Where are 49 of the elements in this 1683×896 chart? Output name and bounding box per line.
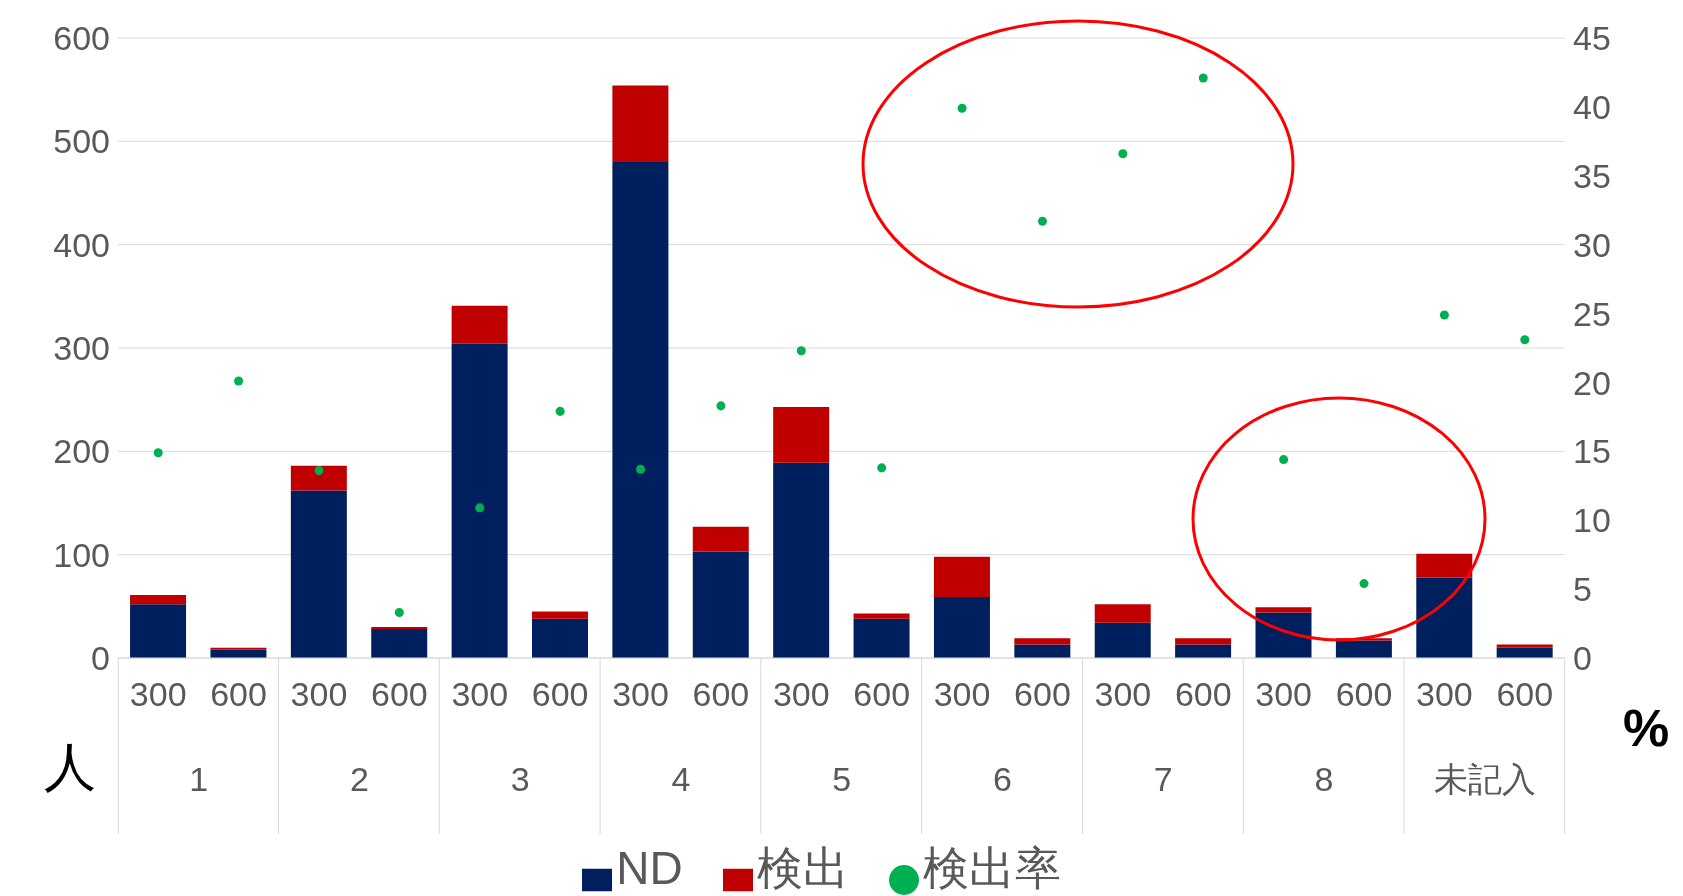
text: 1 bbox=[189, 760, 209, 798]
text: 6 bbox=[993, 760, 1012, 798]
y2-tick-label: 40 bbox=[1573, 87, 1611, 126]
y-axis-title: 人 bbox=[44, 737, 96, 798]
y-tick-label: 200 bbox=[53, 432, 110, 471]
x-tick-label: 300 bbox=[1255, 675, 1313, 713]
x-tick-label: 600 bbox=[692, 675, 750, 713]
y-tick-label: 400 bbox=[53, 225, 110, 264]
x-tick-label: 600 bbox=[1335, 675, 1393, 713]
y2-tick-label: 30 bbox=[1573, 225, 1611, 264]
x-tick-label: 600 bbox=[1174, 675, 1232, 713]
text: 5 bbox=[832, 760, 852, 798]
text: 7 bbox=[1153, 760, 1173, 798]
x-tick-label: 300 bbox=[1094, 675, 1152, 713]
text: 3 bbox=[510, 760, 530, 798]
legend-label: 検出 bbox=[756, 842, 849, 894]
y-tick-label: 600 bbox=[53, 19, 110, 58]
x-tick-label: 300 bbox=[129, 675, 187, 713]
y2-tick-label: 10 bbox=[1573, 501, 1611, 540]
legend-label: ND bbox=[616, 842, 683, 894]
x-tick-label: 600 bbox=[853, 675, 911, 713]
y-tick-label: 300 bbox=[53, 329, 110, 368]
y2-tick-label: 35 bbox=[1573, 156, 1611, 195]
y2-tick-label: 20 bbox=[1573, 363, 1611, 402]
text: 8 bbox=[1314, 760, 1334, 798]
x-tick-label: 600 bbox=[370, 675, 428, 713]
text: 未記入 bbox=[1433, 760, 1536, 798]
x-tick-label: 600 bbox=[1496, 675, 1554, 713]
x-tick-label: 300 bbox=[1416, 675, 1473, 713]
x-tick-label: 600 bbox=[531, 675, 589, 713]
y2-tick-label: 45 bbox=[1573, 19, 1611, 58]
y2-tick-label: 25 bbox=[1573, 294, 1611, 333]
x-tick-label: 300 bbox=[451, 675, 509, 713]
x-tick-label: 600 bbox=[210, 675, 267, 713]
y-tick-label: 500 bbox=[53, 122, 110, 161]
y-tick-label: 0 bbox=[91, 639, 110, 678]
legend-label: 検出率 bbox=[922, 842, 1061, 894]
y2-axis-title: % bbox=[1623, 698, 1670, 758]
x-tick-label: 600 bbox=[1014, 675, 1071, 713]
text: 4 bbox=[671, 760, 691, 798]
x-tick-label: 300 bbox=[933, 675, 991, 713]
y2-tick-label: 5 bbox=[1573, 570, 1592, 609]
y-tick-label: 100 bbox=[53, 535, 110, 574]
x-tick-label: 300 bbox=[290, 675, 348, 713]
x-tick-label: 300 bbox=[612, 675, 669, 713]
y2-tick-label: 15 bbox=[1573, 432, 1611, 471]
text: 2 bbox=[349, 760, 369, 798]
y2-tick-label: 0 bbox=[1573, 639, 1592, 678]
x-tick-label: 300 bbox=[772, 675, 830, 713]
